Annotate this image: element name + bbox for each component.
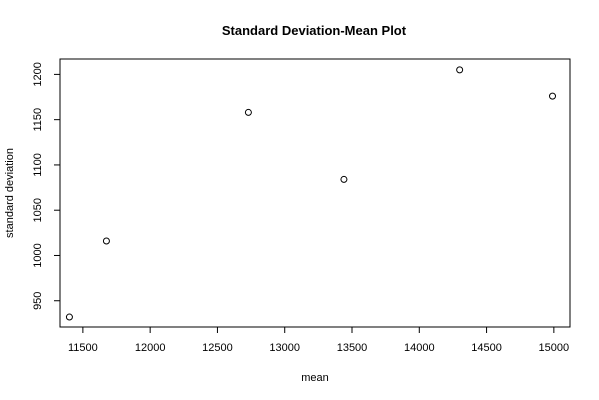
chart-title: Standard Deviation-Mean Plot	[222, 23, 407, 38]
x-tick-label: 14500	[471, 342, 502, 354]
y-axis: 950 1000 1050 1100 1150 1200	[32, 62, 61, 310]
x-tick-label: 13000	[269, 342, 300, 354]
x-tick-label: 12500	[202, 342, 233, 354]
data-point	[456, 66, 464, 74]
y-tick-label: 1200	[32, 62, 44, 86]
y-tick-label: 950	[32, 292, 44, 310]
plot-frame	[59, 58, 571, 328]
data-point	[549, 92, 557, 100]
x-tick-label: 12000	[135, 342, 166, 354]
x-tick-label: 14000	[404, 342, 435, 354]
x-tick-label: 11500	[68, 342, 98, 354]
y-tick-label: 1100	[32, 153, 44, 177]
x-axis-label: mean	[301, 372, 329, 384]
data-point	[65, 313, 73, 321]
y-tick-label: 1150	[32, 108, 44, 132]
y-axis-label: standard deviation	[4, 148, 16, 238]
x-tick-label: 15000	[539, 342, 570, 354]
data-point	[340, 175, 348, 183]
y-tick-label: 1050	[32, 198, 44, 222]
x-axis: 11500 12000 12500 13000 13500 14000 14500 15000	[68, 326, 570, 354]
y-tick-label: 1000	[32, 243, 44, 267]
data-point	[102, 237, 110, 245]
data-points	[65, 66, 557, 321]
x-tick-label: 13500	[337, 342, 368, 354]
data-point	[244, 108, 252, 116]
